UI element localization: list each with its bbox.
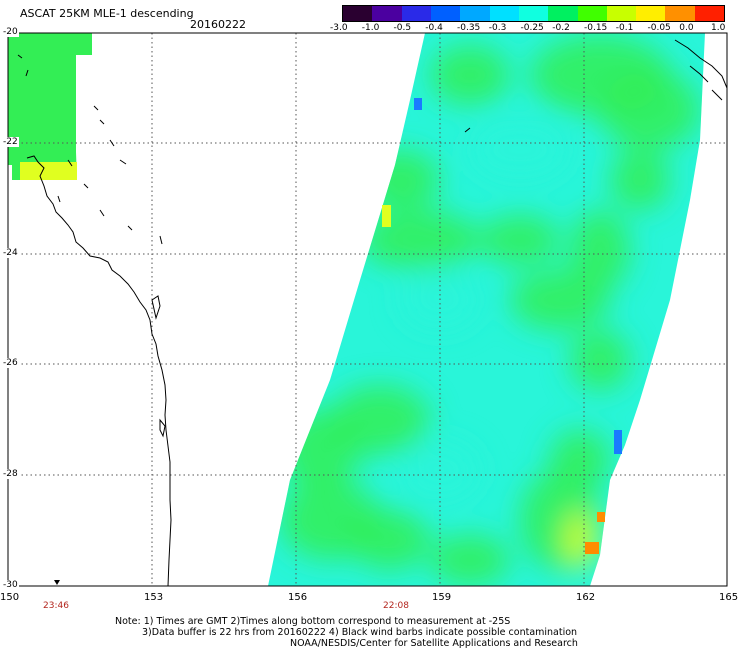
colorbar-segment bbox=[401, 6, 431, 21]
colorbar-segment bbox=[489, 6, 519, 21]
swath-blob bbox=[470, 120, 570, 180]
product-title: ASCAT 25KM MLE-1 descending bbox=[20, 7, 194, 20]
colorbar-segment bbox=[606, 6, 637, 21]
swath-blob bbox=[510, 270, 610, 330]
swath-blue-pixel bbox=[414, 98, 422, 110]
swath-blob bbox=[550, 430, 610, 490]
colorbar-tick-label: -0.2 bbox=[552, 23, 570, 33]
swath-blob bbox=[360, 210, 480, 270]
colorbar-tick-label: -0.1 bbox=[615, 23, 634, 33]
swath-yellow-pixel bbox=[382, 205, 391, 227]
colorbar-segment bbox=[636, 6, 666, 21]
colorbar-segment bbox=[372, 6, 402, 21]
new-caledonia-coast bbox=[464, 39, 727, 133]
colorbar-tick-label: -0.4 bbox=[425, 23, 443, 33]
swath-blob bbox=[610, 150, 670, 210]
patch-yellow-edge bbox=[20, 162, 77, 180]
colorbar-tick-label: 0.0 bbox=[679, 23, 694, 33]
lat-tick-label: -28 bbox=[2, 469, 19, 479]
swath-blob bbox=[350, 510, 430, 570]
station-marker-icon bbox=[54, 580, 60, 585]
colorbar-segment bbox=[694, 6, 725, 21]
colorbar-tick-label: -3.0 bbox=[330, 23, 348, 33]
swath-orange-pixel bbox=[585, 542, 599, 554]
swath-orange-pixel bbox=[597, 512, 605, 522]
colorbar-segment bbox=[548, 6, 578, 21]
colorbar-segment bbox=[343, 6, 373, 21]
colorbar-tick-label: -0.05 bbox=[647, 23, 671, 33]
reef-coast bbox=[17, 54, 163, 245]
colorbar-tick-label: -0.3 bbox=[488, 23, 507, 33]
lon-tick-label: 150 bbox=[0, 592, 20, 603]
product-date: 20160222 bbox=[190, 18, 246, 31]
lon-tick-label: 153 bbox=[144, 592, 164, 603]
map-frame bbox=[7, 32, 728, 587]
swath-yellow-blob bbox=[565, 512, 595, 568]
colorbar-segment bbox=[430, 6, 461, 21]
pass-time-west: 23:46 bbox=[43, 601, 69, 611]
swath-blob bbox=[360, 150, 440, 210]
swath-blob bbox=[600, 70, 700, 150]
swath-blob bbox=[430, 535, 510, 585]
colorbar-segment bbox=[665, 6, 695, 21]
lat-tick-label: -20 bbox=[2, 27, 19, 37]
lon-tick-label: 159 bbox=[432, 592, 452, 603]
pass-time-east: 22:08 bbox=[383, 601, 409, 611]
colorbar-segment bbox=[460, 6, 490, 21]
swath-blob bbox=[430, 45, 510, 105]
swath-blob bbox=[570, 210, 630, 290]
swath-blob bbox=[570, 330, 630, 390]
colorbar-tick-label: -1.0 bbox=[361, 23, 380, 33]
swath-blob bbox=[280, 410, 360, 490]
lat-tick-label: -26 bbox=[2, 358, 19, 368]
colorbar-segment bbox=[577, 6, 607, 21]
colorbar bbox=[342, 5, 725, 22]
lat-tick-label: -22 bbox=[2, 137, 19, 147]
colorbar-tick-label: -0.15 bbox=[584, 23, 608, 33]
lat-lon-grid bbox=[8, 33, 727, 586]
colorbar-tick-label: 1.0 bbox=[711, 23, 726, 33]
colorbar-segment bbox=[518, 6, 549, 21]
colorbar-tick-label: -0.25 bbox=[520, 23, 544, 33]
lat-tick-label: -24 bbox=[2, 248, 19, 258]
swath-blob bbox=[480, 215, 560, 265]
lon-tick-label: 162 bbox=[576, 592, 596, 603]
lon-tick-label: 156 bbox=[288, 592, 308, 603]
northwest-swath-patch bbox=[8, 33, 92, 180]
swath-blue-pixel bbox=[614, 430, 622, 454]
note-line-2: 3)Data buffer is 22 hrs from 20160222 4)… bbox=[142, 627, 578, 638]
australia-coastline bbox=[26, 155, 172, 586]
note-line-3: NOAA/NESDIS/Center for Satellite Applica… bbox=[290, 638, 578, 649]
note-line-1: Note: 1) Times are GMT 2)Times along bot… bbox=[115, 616, 511, 627]
lat-tick-label: -30 bbox=[2, 580, 19, 590]
colorbar-tick-label: -0.35 bbox=[457, 23, 481, 33]
colorbar-tick-label: -0.5 bbox=[393, 23, 412, 33]
lon-tick-label: 165 bbox=[719, 592, 739, 603]
island-coast bbox=[151, 295, 166, 438]
